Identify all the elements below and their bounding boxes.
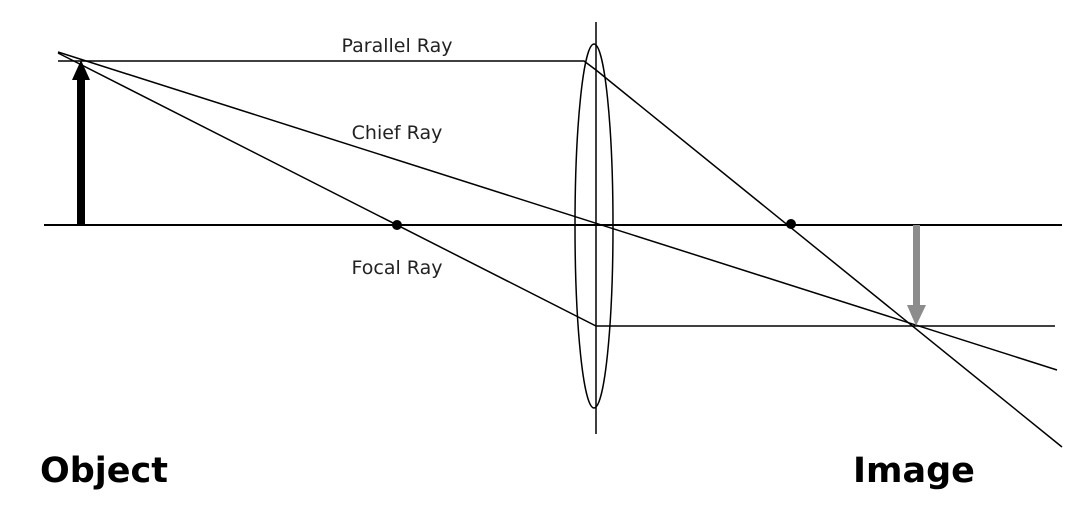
back-focal-point [786,219,796,229]
parallel-ray [58,60,1063,448]
chief-ray [57,51,1058,371]
parallel-ray-label: Parallel Ray [342,35,453,57]
chief-ray-label: Chief Ray [352,122,443,144]
image-arrow [907,225,926,326]
front-focal-point [392,220,402,230]
focal-ray [57,52,1055,327]
focal-ray-label: Focal Ray [352,257,443,279]
image-label: Image [853,451,975,491]
object-label: Object [40,451,168,491]
lens [574,43,614,409]
object-arrow [72,60,90,226]
